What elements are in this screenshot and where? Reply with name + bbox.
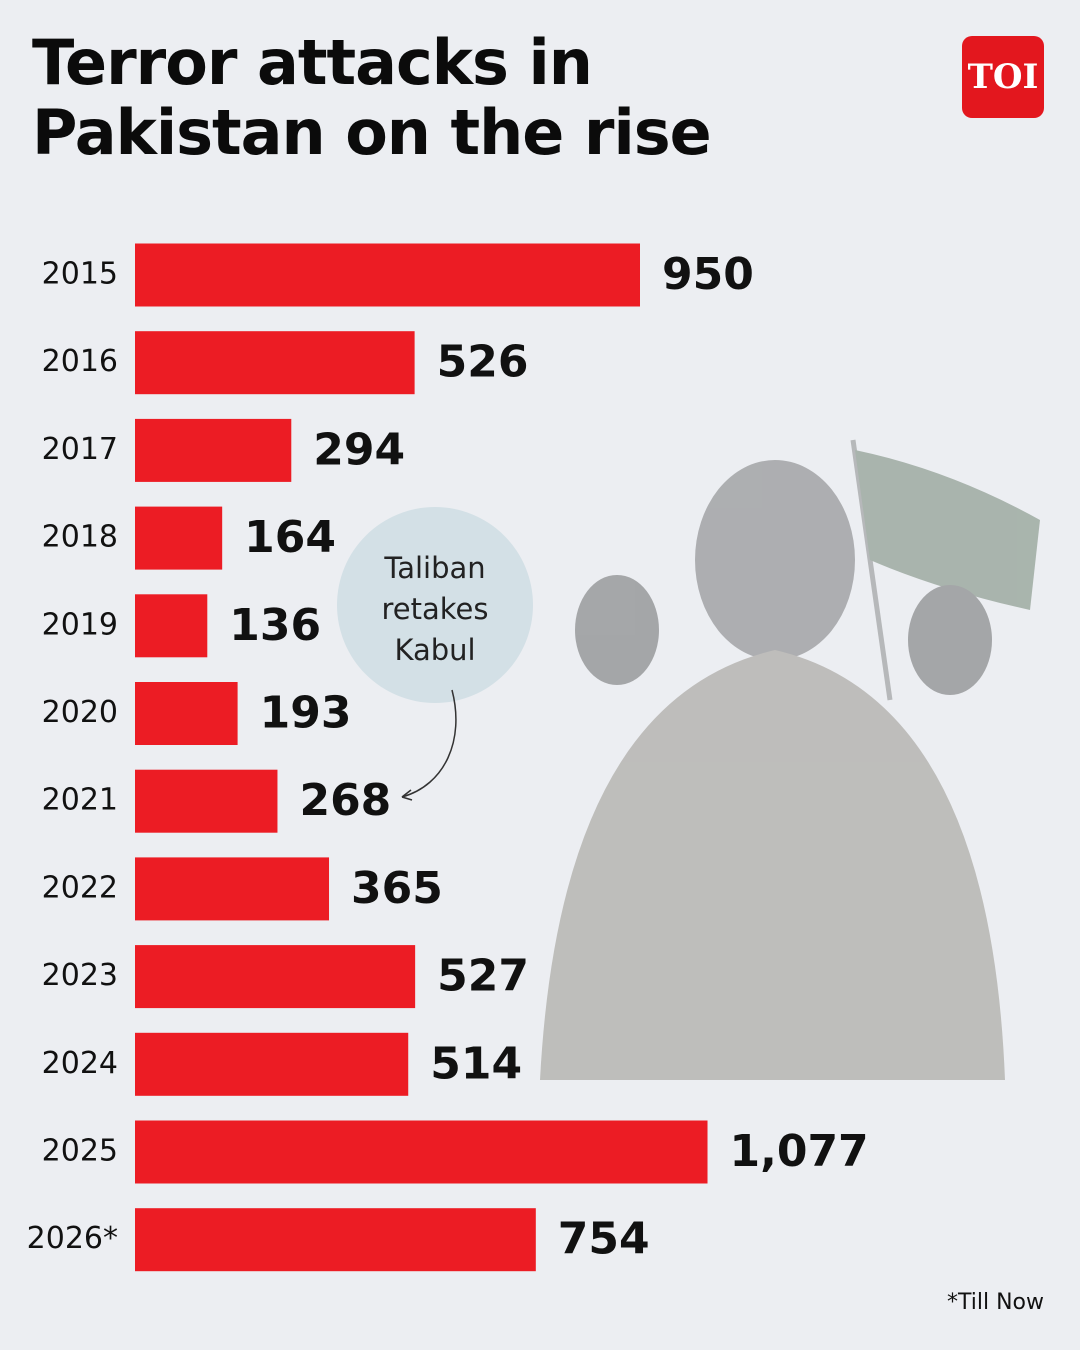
value-label: 514	[430, 1038, 522, 1089]
annotation: Taliban retakes Kabul	[381, 551, 489, 667]
bar	[135, 594, 208, 658]
bar	[135, 682, 238, 745]
bar	[135, 857, 330, 921]
y-tick-label: 2025	[42, 1134, 118, 1169]
bar	[135, 331, 415, 395]
footnote: *Till Now	[946, 1290, 1044, 1315]
logo: TOI	[962, 36, 1044, 118]
value-label: 526	[437, 337, 529, 388]
y-tick-label: 2018	[42, 520, 118, 555]
bar	[135, 769, 278, 833]
value-label: 1,077	[730, 1126, 869, 1177]
bar	[135, 1208, 536, 1272]
y-tick-label: 2026*	[27, 1221, 118, 1256]
value-label: 527	[437, 951, 529, 1002]
value-label: 365	[351, 863, 443, 914]
y-tick-label: 2023	[42, 958, 118, 993]
value-label: 136	[229, 600, 321, 651]
y-tick-label: 2019	[42, 607, 118, 642]
bar	[135, 418, 292, 482]
y-tick-label: 2015	[42, 257, 118, 292]
bar	[135, 243, 640, 307]
bar	[135, 506, 223, 570]
bar	[135, 1120, 708, 1184]
bar	[135, 945, 416, 1009]
value-label: 950	[662, 249, 754, 300]
y-tick-label: 2021	[42, 783, 118, 818]
bar	[135, 1032, 409, 1096]
illustration	[540, 439, 1040, 1080]
y-tick-label: 2020	[42, 695, 118, 730]
arrow-head	[401, 789, 413, 801]
value-label: 754	[558, 1214, 650, 1265]
value-label: 294	[313, 424, 405, 475]
y-tick-label: 2024	[42, 1046, 118, 1081]
chart-title: Terror attacks in Pakistan on the rise	[32, 26, 712, 169]
value-label: 193	[260, 688, 352, 739]
y-tick-label: 2016	[42, 344, 118, 379]
y-tick-label: 2022	[42, 870, 118, 905]
y-tick-label: 2017	[42, 432, 118, 467]
annotation-bubble	[337, 507, 533, 703]
value-label: 164	[244, 512, 336, 563]
value-label: 268	[299, 775, 391, 826]
annotation-arrow	[401, 689, 457, 798]
